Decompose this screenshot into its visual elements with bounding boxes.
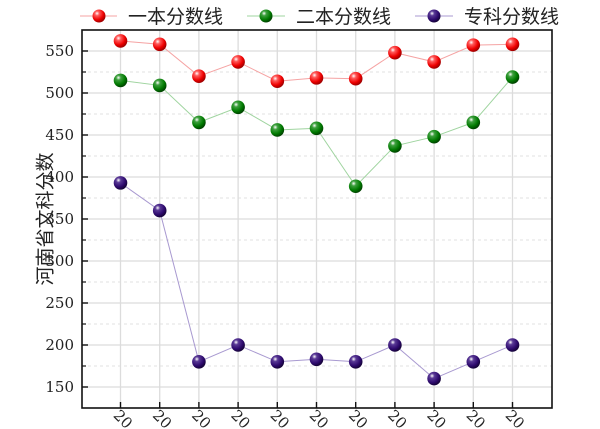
red-sphere-marker-icon xyxy=(92,9,106,23)
data-point-marker-icon[interactable] xyxy=(388,45,402,60)
data-point-marker-icon[interactable] xyxy=(505,338,520,352)
y-tick-label: 200 xyxy=(45,336,74,354)
data-point-marker-icon[interactable] xyxy=(309,121,324,136)
legend-item-zhuanke[interactable]: 专科分数线 xyxy=(415,6,559,28)
y-tick-label: 350 xyxy=(45,210,74,228)
data-point-marker-icon[interactable] xyxy=(309,71,324,85)
y-tick-label: 150 xyxy=(45,378,74,396)
data-point-marker-icon[interactable] xyxy=(505,70,520,84)
data-point-marker-icon[interactable] xyxy=(113,73,128,88)
y-tick-label: 250 xyxy=(45,294,74,312)
x-tick-label: 20 xyxy=(188,406,214,429)
x-tick-label: 20 xyxy=(463,406,489,429)
data-point-marker-icon[interactable] xyxy=(192,115,206,130)
data-point-marker-icon[interactable] xyxy=(231,55,245,69)
data-point-marker-icon[interactable] xyxy=(309,352,324,367)
data-series xyxy=(113,34,520,386)
x-tick-label: 20 xyxy=(110,406,136,429)
data-point-marker-icon[interactable] xyxy=(348,71,363,86)
x-tick-label: 20 xyxy=(423,406,449,429)
grid-lines xyxy=(82,30,552,408)
data-point-marker-icon[interactable] xyxy=(192,355,206,369)
y-tick-label: 550 xyxy=(45,42,74,60)
series-2 xyxy=(113,176,520,386)
x-axis: 20 20 20 20 20 20 20 20 20 20 20 xyxy=(110,402,528,429)
data-point-marker-icon[interactable] xyxy=(388,338,402,352)
data-point-marker-icon[interactable] xyxy=(113,176,128,190)
legend-label: 专科分数线 xyxy=(464,6,559,28)
purple-sphere-marker-icon xyxy=(427,9,441,23)
legend-item-erben[interactable]: 二本分数线 xyxy=(247,6,391,28)
data-point-marker-icon[interactable] xyxy=(427,371,441,386)
y-tick-label: 500 xyxy=(45,84,74,102)
legend-label: 二本分数线 xyxy=(296,6,391,28)
x-tick-label: 20 xyxy=(306,406,332,429)
data-point-marker-icon[interactable] xyxy=(231,338,245,352)
data-point-marker-icon[interactable] xyxy=(427,129,441,144)
data-point-marker-icon[interactable] xyxy=(427,55,441,69)
y-tick-label: 400 xyxy=(45,168,74,186)
x-tick-label: 20 xyxy=(267,406,293,429)
data-point-marker-icon[interactable] xyxy=(388,139,402,153)
series-1 xyxy=(113,70,520,194)
x-tick-label: 20 xyxy=(227,406,253,429)
x-tick-label: 20 xyxy=(384,406,410,429)
data-point-marker-icon[interactable] xyxy=(466,355,481,369)
y-axis-label: 河南省文科分数 xyxy=(35,152,57,285)
x-tick-label: 20 xyxy=(502,406,528,429)
x-tick-label: 20 xyxy=(345,406,371,429)
y-tick-label: 300 xyxy=(45,252,74,270)
y-tick-label: 450 xyxy=(45,126,74,144)
data-point-marker-icon[interactable] xyxy=(231,100,245,115)
data-point-marker-icon[interactable] xyxy=(113,34,128,48)
green-sphere-marker-icon xyxy=(259,9,273,23)
data-point-marker-icon[interactable] xyxy=(348,179,363,194)
data-point-marker-icon[interactable] xyxy=(466,38,481,52)
data-point-marker-icon[interactable] xyxy=(192,69,206,83)
data-point-marker-icon[interactable] xyxy=(466,115,481,130)
data-point-marker-icon[interactable] xyxy=(505,37,520,52)
data-point-marker-icon[interactable] xyxy=(270,355,285,369)
data-point-marker-icon[interactable] xyxy=(152,203,167,218)
data-point-marker-icon[interactable] xyxy=(270,74,285,89)
legend: 一本分数线 二本分数线 专科分数线 xyxy=(80,6,559,28)
y-axis: 150 200 250 300 350 400 450 500 550 xyxy=(45,42,88,396)
legend-item-yiben[interactable]: 一本分数线 xyxy=(80,6,223,28)
legend-label: 一本分数线 xyxy=(128,6,223,28)
x-tick-label: 20 xyxy=(149,406,175,429)
data-point-marker-icon[interactable] xyxy=(152,37,167,52)
data-point-marker-icon[interactable] xyxy=(270,123,285,137)
series-0 xyxy=(113,34,520,89)
data-point-marker-icon[interactable] xyxy=(152,78,167,93)
data-point-marker-icon[interactable] xyxy=(348,355,363,369)
